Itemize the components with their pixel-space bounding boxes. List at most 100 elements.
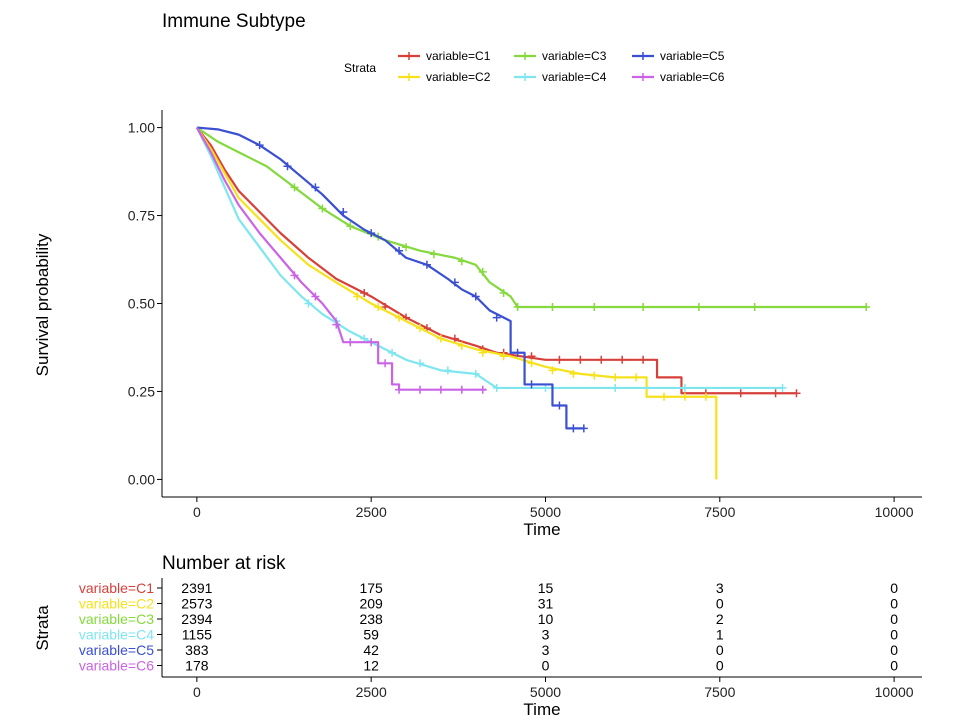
legend-label-c6: variable=C6 bbox=[660, 70, 725, 84]
risk-cell: 0 bbox=[890, 596, 898, 612]
censor-mark-c5 bbox=[579, 424, 588, 433]
censor-mark-c1 bbox=[597, 355, 606, 364]
risk-cell: 2391 bbox=[181, 580, 212, 596]
risk-x-axis-label: Time bbox=[523, 700, 560, 719]
censor-mark-c5 bbox=[339, 208, 348, 217]
censor-mark-c3 bbox=[429, 250, 438, 259]
censor-mark-c4 bbox=[680, 383, 689, 392]
censor-mark-c3 bbox=[478, 267, 487, 276]
censor-mark-c1 bbox=[450, 334, 459, 343]
risk-cell: 42 bbox=[363, 642, 379, 658]
censor-mark-c6 bbox=[290, 271, 299, 280]
chart-title: Immune Subtype bbox=[162, 11, 306, 32]
risk-cell: 0 bbox=[890, 611, 898, 627]
censor-mark-c1 bbox=[771, 389, 780, 398]
censor-mark-c3 bbox=[318, 204, 327, 213]
curve-c2 bbox=[195, 126, 718, 480]
censor-mark-c3 bbox=[290, 183, 299, 192]
risk-cell: 12 bbox=[363, 658, 379, 674]
risk-x-ticks: 0 2500 5000 7500 10000 bbox=[193, 677, 914, 700]
censor-mark-c6 bbox=[311, 292, 320, 301]
y-tick-label: 0.50 bbox=[128, 296, 155, 312]
censor-mark-c1 bbox=[736, 389, 745, 398]
legend: Strata variable=C1 variable=C2 variable=C3… bbox=[344, 49, 725, 84]
risk-x-tick-label: 2500 bbox=[356, 684, 387, 700]
censor-mark-c5 bbox=[492, 313, 501, 322]
censor-mark-c5 bbox=[255, 141, 264, 150]
censor-mark-c5 bbox=[422, 260, 431, 269]
risk-row-label-c6: variable=C6 bbox=[79, 658, 154, 674]
censor-mark-c2 bbox=[660, 392, 669, 401]
censor-mark-c6 bbox=[367, 338, 376, 347]
risk-cell: 0 bbox=[890, 658, 898, 674]
risk-cell: 0 bbox=[716, 642, 724, 658]
censor-mark-c3 bbox=[499, 288, 508, 297]
risk-row-label-c3: variable=C3 bbox=[79, 611, 154, 627]
risk-cell: 2 bbox=[716, 611, 724, 627]
censor-mark-c4 bbox=[415, 359, 424, 368]
censor-mark-c3 bbox=[639, 303, 648, 312]
censor-mark-c4 bbox=[778, 383, 787, 392]
censor-mark-c4 bbox=[304, 299, 313, 308]
censor-mark-c3 bbox=[548, 303, 557, 312]
risk-cell: 0 bbox=[890, 642, 898, 658]
censor-mark-c5 bbox=[555, 401, 564, 410]
legend-label-c3: variable=C3 bbox=[542, 49, 607, 63]
censor-mark-c2 bbox=[527, 359, 536, 368]
y-tick-label: 0.25 bbox=[128, 383, 155, 399]
censor-mark-c2 bbox=[374, 303, 383, 312]
risk-cell: 1 bbox=[716, 627, 724, 643]
y-tick-label: 0.75 bbox=[128, 208, 155, 224]
risk-cell: 2394 bbox=[181, 611, 212, 627]
censor-mark-c2 bbox=[395, 313, 404, 322]
censor-mark-c6 bbox=[457, 385, 466, 394]
censor-mark-c2 bbox=[548, 366, 557, 375]
legend-label-c5: variable=C5 bbox=[660, 49, 725, 63]
censor-mark-c6 bbox=[478, 385, 487, 394]
legend-label-c4: variable=C4 bbox=[542, 70, 607, 84]
survival-curves bbox=[195, 126, 871, 480]
censor-mark-c2 bbox=[680, 392, 689, 401]
x-tick-label: 2500 bbox=[356, 504, 387, 520]
risk-cell: 209 bbox=[359, 596, 383, 612]
legend-label-c2: variable=C2 bbox=[426, 70, 491, 84]
x-tick-label: 10000 bbox=[875, 504, 914, 520]
risk-cell: 0 bbox=[890, 627, 898, 643]
censor-mark-c6 bbox=[346, 338, 355, 347]
risk-cell: 0 bbox=[716, 596, 724, 612]
risk-table-y-label: Strata bbox=[33, 605, 52, 651]
censor-mark-c4 bbox=[443, 366, 452, 375]
risk-cell: 175 bbox=[359, 580, 383, 596]
censor-mark-c5 bbox=[527, 380, 536, 389]
risk-cell: 383 bbox=[185, 642, 209, 658]
censor-mark-c2 bbox=[569, 369, 578, 378]
censor-mark-c3 bbox=[590, 303, 599, 312]
risk-x-tick-label: 0 bbox=[193, 684, 201, 700]
x-tick-label: 7500 bbox=[704, 504, 735, 520]
censor-mark-c3 bbox=[457, 257, 466, 266]
x-tick-label: 5000 bbox=[530, 504, 561, 520]
censor-mark-c1 bbox=[639, 355, 648, 364]
legend-title: Strata bbox=[344, 61, 376, 75]
legend-label-c1: variable=C1 bbox=[426, 49, 491, 63]
risk-table-title: Number at risk bbox=[162, 553, 286, 574]
censor-mark-c5 bbox=[367, 229, 376, 238]
censor-mark-c5 bbox=[569, 424, 578, 433]
risk-x-tick-label: 10000 bbox=[875, 684, 914, 700]
censor-mark-c3 bbox=[862, 303, 871, 312]
censor-mark-c2 bbox=[415, 324, 424, 333]
censor-mark-c5 bbox=[283, 162, 292, 171]
x-ticks: 0 2500 5000 7500 10000 bbox=[193, 497, 914, 520]
censor-mark-c5 bbox=[311, 183, 320, 192]
censor-mark-c6 bbox=[381, 359, 390, 368]
censor-mark-c4 bbox=[611, 383, 620, 392]
censor-mark-c4 bbox=[471, 369, 480, 378]
risk-row-label-c2: variable=C2 bbox=[79, 596, 154, 612]
curve-c5 bbox=[196, 126, 584, 430]
y-tick-label: 0.00 bbox=[128, 471, 155, 487]
censor-mark-c4 bbox=[388, 348, 397, 357]
risk-cell: 3 bbox=[716, 580, 724, 596]
y-axis-label: Survival probability bbox=[33, 233, 52, 376]
